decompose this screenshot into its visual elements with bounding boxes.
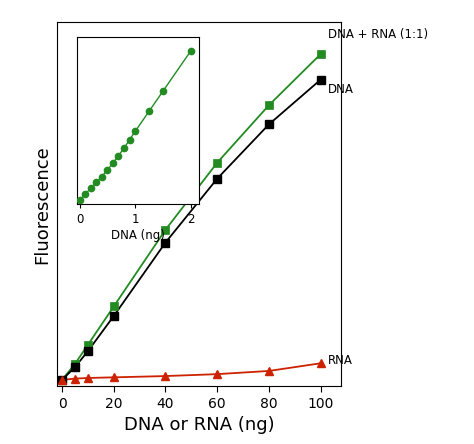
Text: RNA: RNA [328, 353, 353, 367]
Text: DNA: DNA [328, 83, 354, 96]
X-axis label: DNA or RNA (ng): DNA or RNA (ng) [124, 416, 274, 434]
Text: DNA + RNA (1:1): DNA + RNA (1:1) [328, 28, 428, 41]
Y-axis label: Fluorescence: Fluorescence [33, 145, 51, 264]
